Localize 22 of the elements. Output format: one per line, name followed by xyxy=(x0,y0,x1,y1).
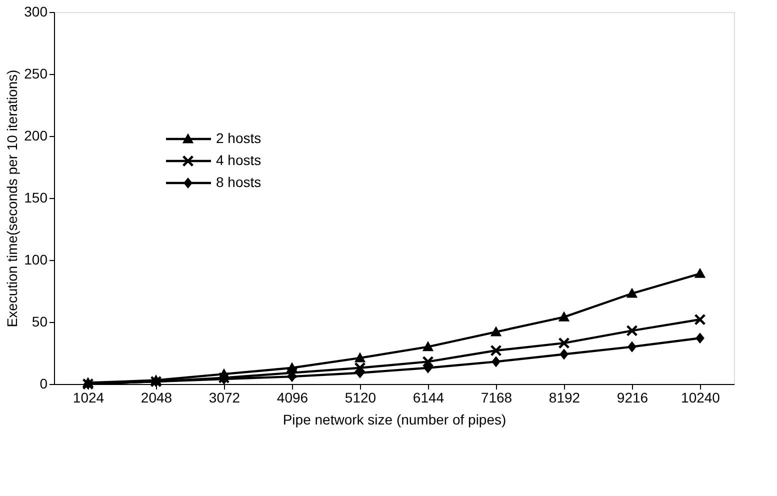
x-tick-label: 6144 xyxy=(412,390,444,406)
y-tick-label: 150 xyxy=(24,190,48,206)
y-tick-label: 250 xyxy=(24,66,48,82)
x-axis-title: Pipe network size (number of pipes) xyxy=(282,412,506,428)
x-tick-label: 5120 xyxy=(344,390,376,406)
y-tick-label: 50 xyxy=(32,314,48,330)
y-tick-label: 100 xyxy=(24,252,48,268)
x-tick-label: 3072 xyxy=(208,390,240,406)
y-tick-label: 200 xyxy=(24,128,48,144)
x-tick-label: 9216 xyxy=(616,390,648,406)
x-tick-label: 8192 xyxy=(548,390,580,406)
y-tick-label: 300 xyxy=(24,4,48,20)
x-tick-label: 2048 xyxy=(140,390,172,406)
x-tick-label: 1024 xyxy=(72,390,104,406)
y-tick-label: 0 xyxy=(40,376,48,392)
legend-label: 4 hosts xyxy=(216,152,262,168)
legend-label: 8 hosts xyxy=(216,174,262,190)
x-tick-label: 4096 xyxy=(276,390,308,406)
x-tick-label: 7168 xyxy=(480,390,512,406)
x-tick-label: 10240 xyxy=(681,390,720,406)
y-axis-title: Execution time(seconds per 10 iterations) xyxy=(4,70,20,328)
legend-label: 2 hosts xyxy=(216,130,262,146)
